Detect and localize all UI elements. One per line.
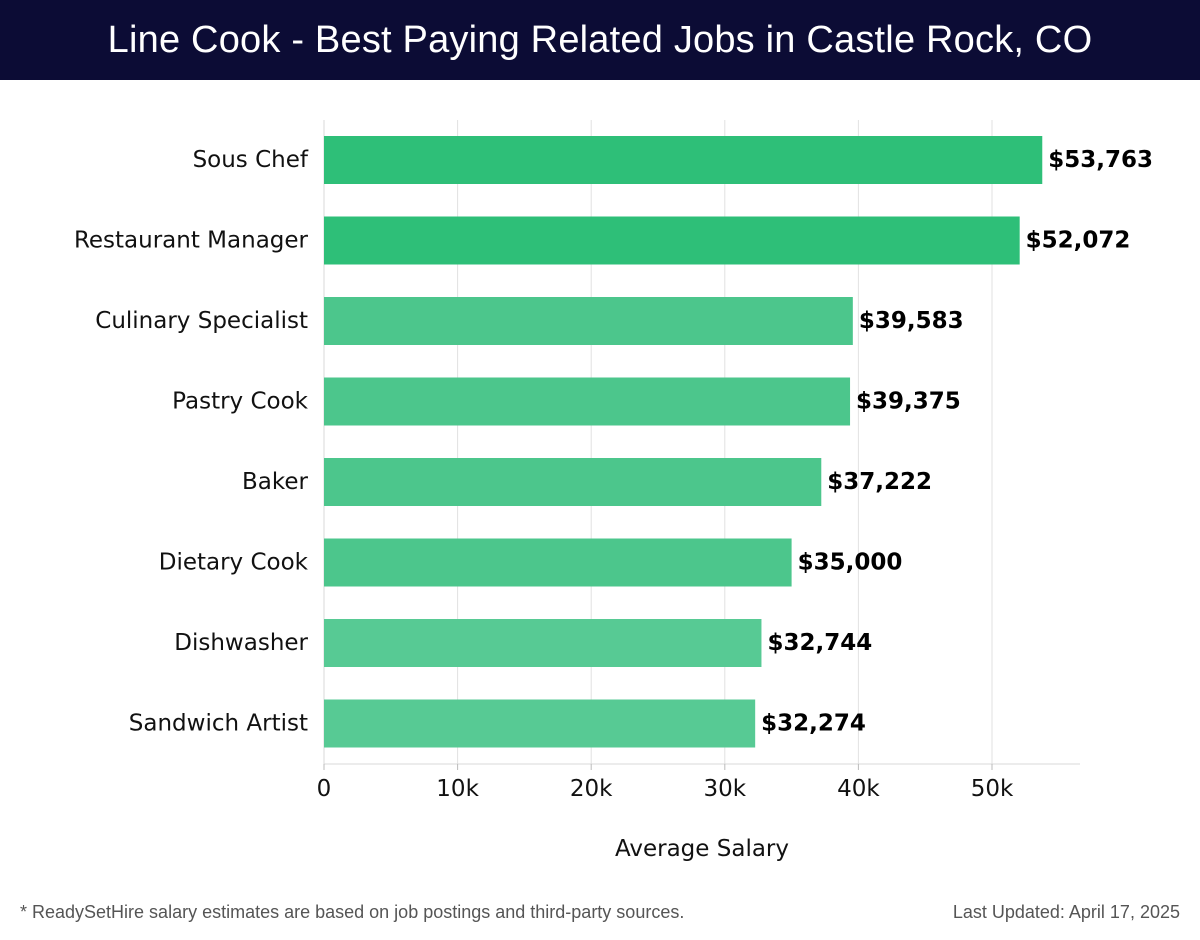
x-tick-label: 10k — [436, 776, 479, 802]
category-label: Pastry Cook — [172, 389, 309, 415]
x-tick-label: 50k — [971, 776, 1014, 802]
x-axis-title: Average Salary — [615, 836, 789, 862]
value-label: $52,072 — [1026, 228, 1131, 254]
footer-note: * ReadySetHire salary estimates are base… — [20, 902, 685, 922]
value-label: $53,763 — [1048, 147, 1153, 173]
x-tick-label: 40k — [837, 776, 880, 802]
salary-bar-chart: Sous Chef $53,763 Restaurant Manager $52,07… — [74, 120, 1153, 862]
bar-dishwasher — [324, 619, 762, 667]
value-label: $39,375 — [856, 389, 961, 415]
last-updated: Last Updated: April 17, 2025 — [952, 902, 1180, 922]
page-title: Line Cook - Best Paying Related Jobs in … — [107, 18, 1093, 61]
title-bar: Line Cook - Best Paying Related Jobs in … — [0, 0, 1200, 80]
value-label: $35,000 — [798, 550, 903, 576]
category-label: Dietary Cook — [159, 550, 309, 576]
value-label: $32,744 — [767, 630, 872, 656]
category-label: Restaurant Manager — [74, 228, 309, 254]
bar-restaurant-manager — [324, 216, 1020, 265]
value-label: $39,583 — [859, 308, 964, 334]
x-tick-label: 0 — [317, 776, 332, 802]
bar-pastry-cook — [324, 377, 851, 426]
bar-sandwich-artist — [324, 699, 756, 748]
bar-culinary-specialist — [324, 297, 853, 345]
value-label: $32,274 — [761, 711, 866, 737]
bar-dietary-cook — [324, 538, 792, 587]
bar-baker — [324, 458, 822, 506]
x-tick-label: 20k — [570, 776, 613, 802]
category-label: Dishwasher — [174, 630, 308, 656]
value-label: $37,222 — [827, 469, 932, 495]
category-label: Sandwich Artist — [129, 711, 308, 737]
category-label: Baker — [242, 469, 309, 495]
x-tick-label: 30k — [704, 776, 747, 802]
category-label: Sous Chef — [193, 147, 309, 173]
bar-sous-chef — [324, 136, 1043, 184]
category-label: Culinary Specialist — [95, 308, 308, 334]
